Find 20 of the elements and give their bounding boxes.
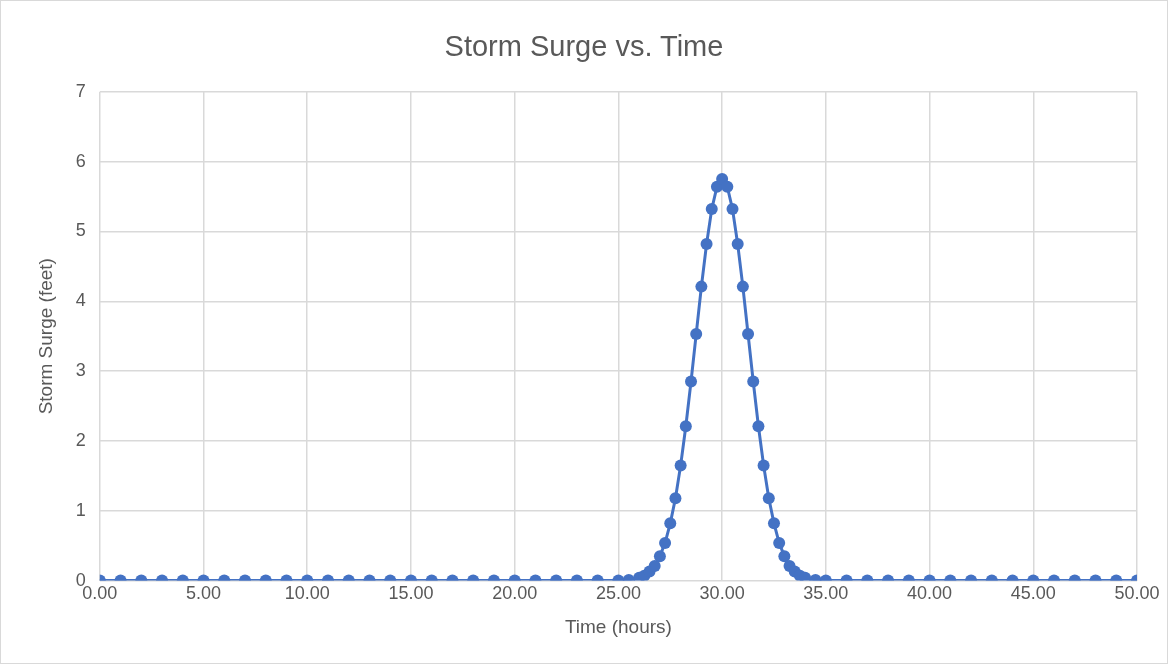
x-tick-label: 45.00 — [1010, 583, 1056, 604]
x-tick-label: 15.00 — [388, 583, 434, 604]
x-tick-label: 50.00 — [1114, 583, 1160, 604]
y-tick-label: 4 — [75, 290, 86, 311]
y-tick-label: 2 — [75, 429, 86, 450]
x-tick-label: 40.00 — [907, 583, 953, 604]
y-tick-label: 7 — [75, 80, 86, 101]
x-tick-label: 5.00 — [186, 583, 222, 604]
y-tick-label: 1 — [75, 499, 86, 520]
y-tick-label: 6 — [75, 150, 86, 171]
y-tick-label: 3 — [75, 360, 86, 381]
x-tick-label: 30.00 — [699, 583, 745, 604]
x-tick-label: 20.00 — [492, 583, 538, 604]
x-tick-label: 35.00 — [803, 583, 849, 604]
chart-title: Storm Surge vs. Time — [444, 30, 724, 63]
x-tick-label: 25.00 — [595, 583, 641, 604]
y-tick-label: 5 — [75, 220, 86, 241]
x-tick-label: 10.00 — [284, 583, 330, 604]
x-axis-title: Time (hours) — [564, 615, 672, 637]
y-axis-title: Storm Surge (feet) — [34, 258, 56, 415]
